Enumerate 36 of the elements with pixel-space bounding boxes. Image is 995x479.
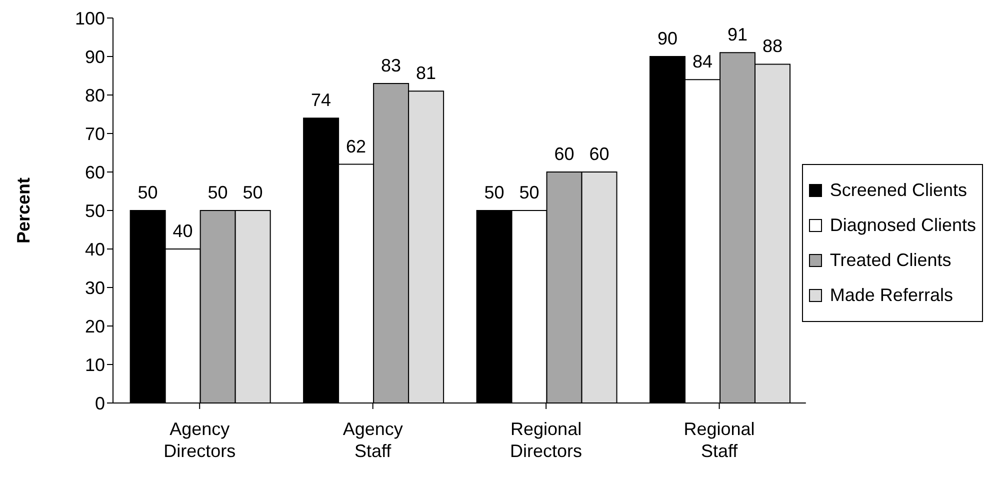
data-label: 50: [484, 182, 504, 202]
data-label: 88: [762, 36, 783, 56]
y-tick-label: 20: [84, 316, 105, 336]
legend-label: Diagnosed Clients: [830, 215, 976, 236]
data-label: 84: [692, 52, 713, 72]
y-tick-label: 10: [84, 354, 105, 375]
data-label: 50: [242, 182, 263, 202]
data-label: 50: [519, 182, 540, 202]
data-label: 74: [311, 90, 332, 110]
y-tick-label: 70: [84, 124, 105, 144]
data-label: 90: [657, 28, 678, 48]
data-label: 50: [208, 182, 228, 202]
y-tick-label: 30: [84, 278, 105, 298]
data-label: 62: [346, 136, 366, 156]
y-tick-label: 50: [84, 200, 105, 221]
data-label: 60: [589, 144, 610, 164]
x-tick-label: Regional Directors: [510, 419, 582, 461]
data-label: 91: [727, 24, 748, 45]
data-label: 83: [381, 55, 402, 76]
data-label: 50: [138, 182, 158, 202]
legend-label: Treated Clients: [830, 250, 952, 271]
data-label: 60: [554, 144, 574, 164]
y-axis-title: Percent: [13, 177, 34, 244]
legend-label: Made Referrals: [830, 285, 953, 306]
y-tick-label: 80: [84, 85, 105, 106]
y-tick-label: 100: [74, 8, 105, 28]
data-label: 81: [416, 63, 436, 84]
x-tick-label: Agency Directors: [164, 419, 236, 461]
x-tick-label: Regional Staff: [684, 419, 755, 461]
y-tick-label: 0: [94, 393, 105, 414]
y-tick-label: 40: [84, 239, 105, 260]
x-tick-label: Agency Staff: [342, 419, 403, 461]
y-tick-label: 60: [84, 162, 105, 182]
legend-label: Screened Clients: [830, 180, 967, 201]
y-tick-label: 90: [84, 46, 105, 67]
data-label: 40: [172, 221, 193, 241]
